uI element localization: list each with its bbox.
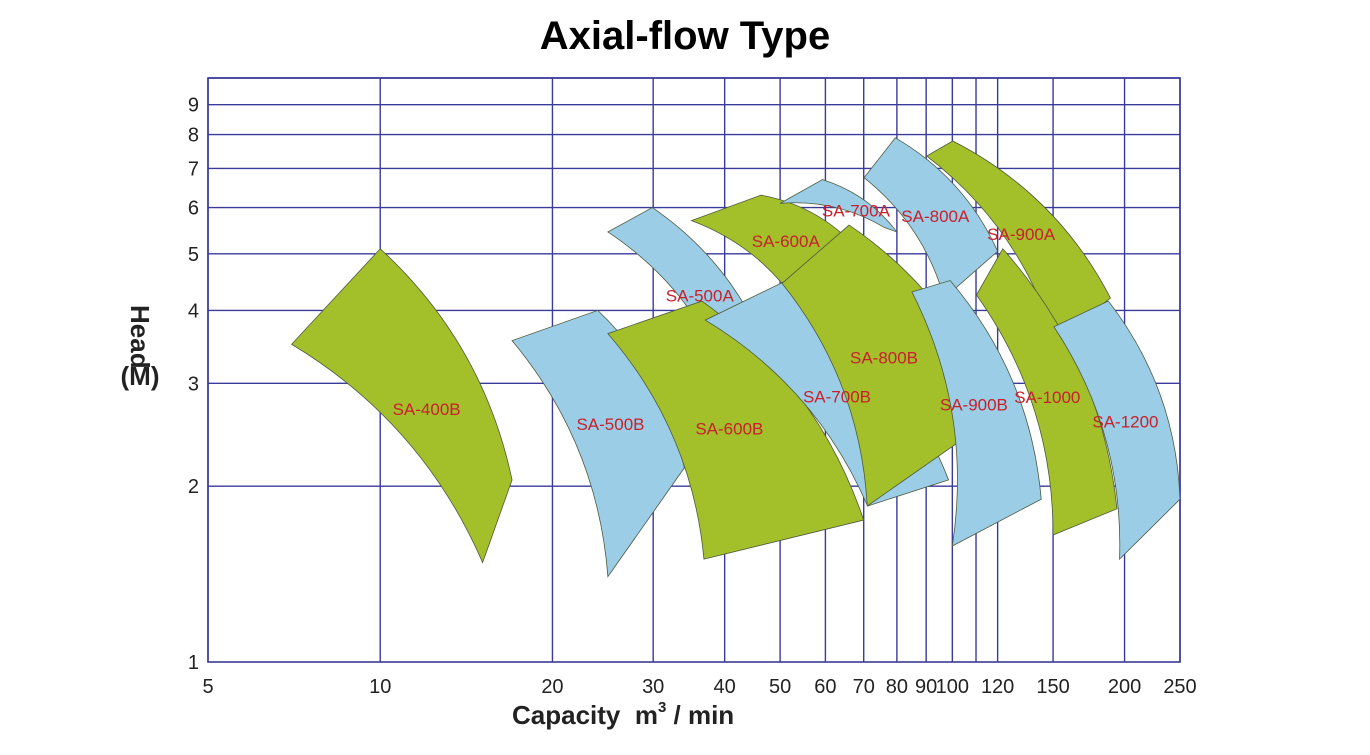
y-tick-label: 9: [188, 95, 199, 117]
x-tick-label: 10: [369, 676, 391, 698]
x-tick-label: 100: [936, 676, 969, 698]
region-label: SA-800A: [901, 207, 970, 226]
y-tick-label: 7: [188, 158, 199, 180]
x-tick-label: 5: [202, 676, 213, 698]
region-label: SA-800B: [850, 348, 918, 367]
x-tick-label: 200: [1108, 676, 1141, 698]
y-tick-label: 4: [188, 300, 199, 322]
plot-frame: [207, 77, 1181, 663]
y-tick-label: 3: [188, 373, 199, 395]
x-tick-label: 20: [541, 676, 563, 698]
x-tick-label: 90: [915, 676, 937, 698]
x-axis-label-sup: 3: [657, 699, 667, 717]
region-label: SA-600A: [752, 232, 821, 251]
x-tick-label: 250: [1163, 676, 1196, 698]
region-sa-700a: [779, 179, 899, 233]
region-label: SA-500B: [576, 415, 644, 434]
region-label: SA-600B: [695, 419, 763, 438]
x-tick-label: 120: [981, 676, 1014, 698]
x-tick-label: 40: [714, 676, 736, 698]
x-tick-label: 70: [853, 676, 875, 698]
x-tick-label: 60: [814, 676, 836, 698]
region-label: SA-500A: [666, 287, 735, 306]
x-tick-label: 30: [642, 676, 664, 698]
region-label: SA-700B: [803, 388, 871, 407]
region-label: SA-900A: [987, 225, 1056, 244]
region-label: SA-400B: [393, 400, 461, 419]
x-axis-label-suffix: / min: [666, 700, 735, 730]
region-label: SA-1200: [1092, 413, 1158, 432]
chart-title: Axial-flow Type: [539, 14, 831, 58]
y-tick-label: 6: [188, 198, 199, 220]
y-tick-label: 8: [188, 125, 199, 147]
region-label: SA-1000: [1014, 388, 1080, 407]
y-tick-label: 2: [188, 476, 199, 498]
x-tick-label: 150: [1036, 676, 1069, 698]
y-tick-label: 1: [188, 652, 199, 674]
y-tick-label: 5: [188, 244, 199, 266]
region-sa-800b: [781, 224, 999, 507]
region-sa-400b: [290, 248, 513, 564]
pump-regions: [290, 137, 1181, 578]
x-tick-label: 50: [769, 676, 791, 698]
y-axis-title: Head: [125, 305, 155, 369]
region-sa-900b: [911, 280, 1042, 547]
x-tick-label: 80: [886, 676, 908, 698]
region-label: SA-700A: [822, 202, 891, 221]
x-axis-label-prefix: Capacity m: [512, 700, 658, 730]
y-axis-unit: (M): [120, 361, 160, 391]
x-axis-label: Capacity m3 / min: [512, 699, 735, 731]
region-label: SA-900B: [940, 395, 1008, 414]
y-axis-label: Head (M): [112, 305, 168, 391]
region-sa-1200: [1053, 300, 1181, 561]
